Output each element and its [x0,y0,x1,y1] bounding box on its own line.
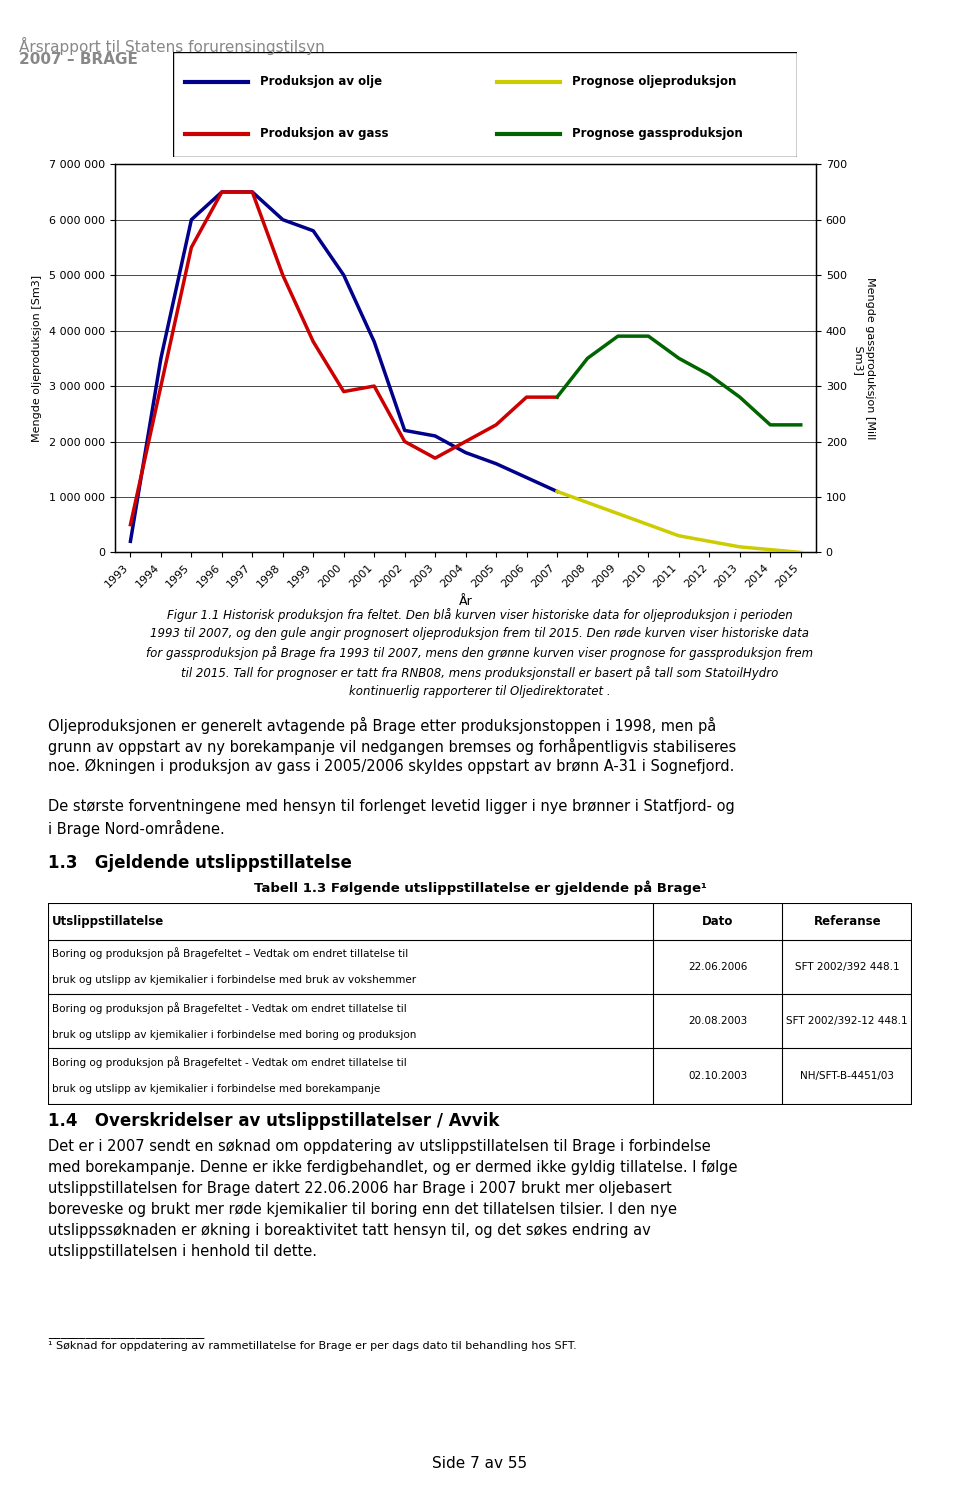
Text: bruk og utslipp av kjemikalier i forbindelse med borekampanje: bruk og utslipp av kjemikalier i forbind… [52,1084,380,1094]
Text: Utslippstillatelse: Utslippstillatelse [52,915,164,929]
Text: Årsrapport til Statens forurensingstilsyn: Årsrapport til Statens forurensingstilsy… [19,37,324,55]
Text: Boring og produksjon på Bragefeltet - Vedtak om endret tillatelse til: Boring og produksjon på Bragefeltet - Ve… [52,1056,407,1067]
Text: til 2015. Tall for prognoser er tatt fra RNB08, mens produksjonstall er basert p: til 2015. Tall for prognoser er tatt fra… [181,666,779,679]
Text: 02.10.2003: 02.10.2003 [688,1070,747,1081]
Text: boreveske og brukt mer røde kjemikalier til boring enn det tillatelsen tilsier. : boreveske og brukt mer røde kjemikalier … [48,1202,677,1217]
Text: 22.06.2006: 22.06.2006 [688,961,747,972]
Text: Det er i 2007 sendt en søknad om oppdatering av utslippstillatelsen til Brage i : Det er i 2007 sendt en søknad om oppdate… [48,1139,710,1154]
Text: 2007 – BRAGE: 2007 – BRAGE [19,52,138,67]
Text: Prognose gassproduksjon: Prognose gassproduksjon [572,127,743,140]
Text: bruk og utslipp av kjemikalier i forbindelse med bruk av vokshemmer: bruk og utslipp av kjemikalier i forbind… [52,975,417,985]
Text: Prognose oljeproduksjon: Prognose oljeproduksjon [572,75,736,88]
Y-axis label: Mengde oljeproduksjon [Sm3]: Mengde oljeproduksjon [Sm3] [33,275,42,442]
Text: De største forventningene med hensyn til forlenget levetid ligger i nye brønner : De største forventningene med hensyn til… [48,799,734,814]
Text: 1.3   Gjeldende utslippstillatelse: 1.3 Gjeldende utslippstillatelse [48,854,352,872]
Text: i Brage Nord-områdene.: i Brage Nord-områdene. [48,820,225,836]
Text: Side 7 av 55: Side 7 av 55 [432,1456,528,1471]
Text: Tabell 1.3 Følgende utslippstillatelse er gjeldende på Brage¹: Tabell 1.3 Følgende utslippstillatelse e… [253,881,707,896]
Text: for gassproduksjon på Brage fra 1993 til 2007, mens den grønne kurven viser prog: for gassproduksjon på Brage fra 1993 til… [147,646,813,660]
Text: Produksjon av gass: Produksjon av gass [260,127,389,140]
Text: NH/SFT-B-4451/03: NH/SFT-B-4451/03 [801,1070,894,1081]
Text: noe. Økningen i produksjon av gass i 2005/2006 skyldes oppstart av brønn A-31 i : noe. Økningen i produksjon av gass i 200… [48,758,734,773]
Text: Oljeproduksjonen er generelt avtagende på Brage etter produksjonstoppen i 1998, : Oljeproduksjonen er generelt avtagende p… [48,717,716,733]
Text: _________________________: _________________________ [48,1326,204,1339]
X-axis label: År: År [459,594,472,608]
Text: 1993 til 2007, og den gule angir prognosert oljeproduksjon frem til 2015. Den rø: 1993 til 2007, og den gule angir prognos… [151,627,809,640]
Text: ¹ Søknad for oppdatering av rammetillatelse for Brage er per dags dato til behan: ¹ Søknad for oppdatering av rammetillate… [48,1341,577,1351]
Text: SFT 2002/392-12 448.1: SFT 2002/392-12 448.1 [786,1017,908,1026]
Y-axis label: Mengde gassproduksjon [Mill
 Sm3]: Mengde gassproduksjon [Mill Sm3] [853,278,876,439]
Text: Produksjon av olje: Produksjon av olje [260,75,382,88]
Text: utslippssøknaden er økning i boreaktivitet tatt hensyn til, og det søkes endring: utslippssøknaden er økning i boreaktivit… [48,1223,651,1238]
Text: kontinuerlig rapporterer til Oljedirektoratet .: kontinuerlig rapporterer til Oljedirekto… [349,685,611,699]
Text: Dato: Dato [702,915,733,929]
Text: Boring og produksjon på Bragefeltet – Vedtak om endret tillatelse til: Boring og produksjon på Bragefeltet – Ve… [52,947,409,959]
Text: 20.08.2003: 20.08.2003 [688,1017,747,1026]
Text: Referanse: Referanse [813,915,881,929]
Text: med borekampanje. Denne er ikke ferdigbehandlet, og er dermed ikke gyldig tillat: med borekampanje. Denne er ikke ferdigbe… [48,1160,737,1175]
Text: SFT 2002/392 448.1: SFT 2002/392 448.1 [795,961,900,972]
Text: utslippstillatelsen for Brage datert 22.06.2006 har Brage i 2007 brukt mer oljeb: utslippstillatelsen for Brage datert 22.… [48,1181,672,1196]
Text: Figur 1.1 Historisk produksjon fra feltet. Den blå kurven viser historiske data : Figur 1.1 Historisk produksjon fra felte… [167,608,793,621]
Text: grunn av oppstart av ny borekampanje vil nedgangen bremses og forhåpentligvis st: grunn av oppstart av ny borekampanje vil… [48,738,736,754]
Text: Boring og produksjon på Bragefeltet - Vedtak om endret tillatelse til: Boring og produksjon på Bragefeltet - Ve… [52,1002,407,1014]
Text: bruk og utslipp av kjemikalier i forbindelse med boring og produksjon: bruk og utslipp av kjemikalier i forbind… [52,1030,417,1039]
Text: 1.4   Overskridelser av utslippstillatelser / Avvik: 1.4 Overskridelser av utslippstillatelse… [48,1112,499,1130]
Text: utslippstillatelsen i henhold til dette.: utslippstillatelsen i henhold til dette. [48,1244,317,1259]
